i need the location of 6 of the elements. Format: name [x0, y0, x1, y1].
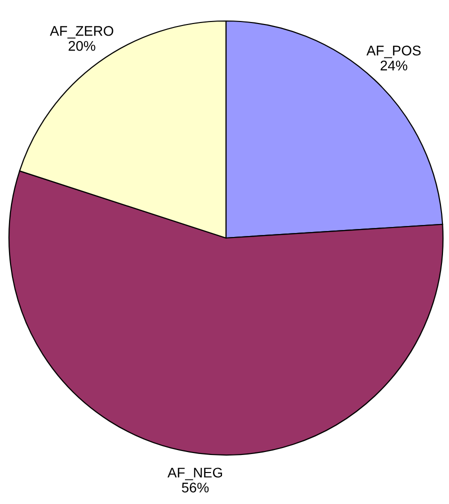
data-label: 20%: [68, 40, 96, 51]
data-label: 56%: [182, 482, 209, 492]
slice-label: AF_NEG: [168, 468, 222, 480]
data-label: 24%: [380, 60, 408, 70]
slice-label: AF_ZERO: [50, 26, 114, 38]
slice-label: AF_POS: [366, 46, 421, 58]
